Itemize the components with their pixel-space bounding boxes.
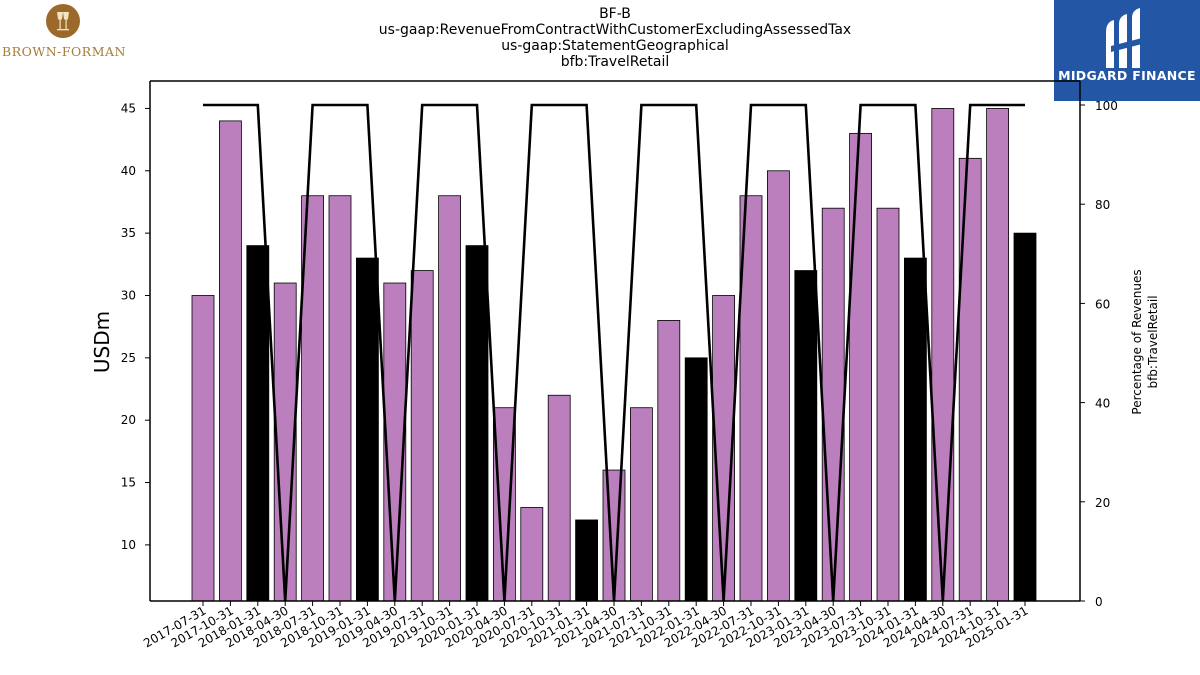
bar [630,407,653,602]
bar [931,108,955,602]
bar [328,195,352,602]
y2-axis-label: Percentage of Revenues [1130,269,1144,414]
glasses-emblem-icon [46,4,80,38]
bar [684,357,708,602]
midgard-finance-logo: MIDGARD FINANCE [1054,0,1200,101]
y-tick-label: 25 [121,351,136,365]
bar-series [191,108,1037,602]
bar [492,407,516,602]
chart-title-line: us-gaap:RevenueFromContractWithCustomerE… [378,22,852,38]
y-tick-label: 20 [121,413,136,427]
y-tick-label: 40 [121,164,136,178]
bar [410,270,434,602]
bar [986,108,1009,602]
bar [821,207,845,602]
bar [575,519,598,602]
chart-title-line: us-gaap:StatementGeographical [501,38,729,54]
y-tick-label: 15 [121,476,136,490]
chart-title-line: BF-B [599,6,631,22]
y-tick-label: 30 [121,288,136,302]
y2-axis-label: bfb:TravelRetail [1146,295,1160,388]
chart-title: BF-B us-gaap:RevenueFromContractWithCust… [370,6,860,70]
y2-tick-label: 80 [1095,198,1110,212]
y-axis-label: USDm [90,311,114,373]
chart-title-line: bfb:TravelRetail [560,54,670,70]
y2-tick-label: 0 [1095,595,1103,609]
bar [657,320,681,602]
bar [191,295,215,602]
y-tick-label: 35 [121,226,136,240]
bar [1013,232,1037,602]
bar [218,120,242,602]
bar [794,270,818,602]
y2-tick-label: 60 [1095,297,1110,311]
midgard-mark-icon [1106,8,1142,68]
y-tick-label: 10 [121,538,136,552]
bar [520,507,544,602]
y2-tick-label: 100 [1095,99,1118,113]
midgard-finance-wordmark: MIDGARD FINANCE [1058,68,1196,83]
axes: 10152025303540450204060801002017-07-3120… [121,80,1118,650]
bar [767,170,790,602]
bar [246,245,270,602]
bar [849,132,872,602]
y2-tick-label: 20 [1095,496,1110,510]
bar [904,257,927,602]
bar [876,207,900,602]
bar [438,195,462,602]
brown-forman-logo: BROWN-FORMAN [0,0,130,70]
brown-forman-wordmark: BROWN-FORMAN [2,44,126,59]
y2-tick-label: 40 [1095,397,1110,411]
bar [355,257,379,602]
bar [465,245,489,602]
bar [547,394,571,602]
y-tick-label: 45 [121,101,136,115]
